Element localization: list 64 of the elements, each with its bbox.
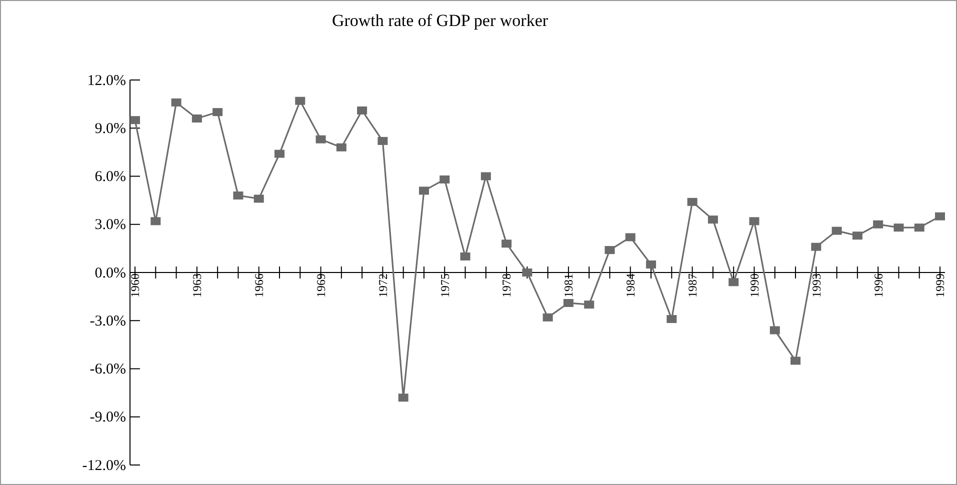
point [646,260,656,268]
point [274,150,284,158]
point [894,224,904,232]
x-tick-label: 1975 [438,274,452,298]
point [398,394,408,402]
point [563,298,574,307]
point [502,240,512,248]
point [295,96,306,105]
y-tick-label: -6.0% [90,362,126,378]
point [212,108,223,116]
point [378,136,388,145]
y-tick-label: 9.0% [94,120,126,137]
y-tick-label: -12.0% [82,458,126,474]
x-tick-label: 1972 [376,274,390,298]
x-tick-label: 1987 [686,274,700,298]
y-tick-label: 12.0% [87,72,126,89]
point [790,356,801,365]
x-tick-label: 1981 [562,274,576,298]
point [233,192,244,200]
x-tick-label: 1978 [500,274,514,298]
point [418,186,429,195]
point [254,194,264,203]
point [150,217,161,226]
point [935,212,945,220]
point [192,114,202,122]
point [604,246,615,254]
point [440,175,450,184]
chart-title: Growth rate of GDP per worker [332,11,548,30]
y-tick-label: 0.0% [94,265,126,282]
point [687,198,698,206]
x-tick-label: 1984 [624,274,638,298]
point [522,268,532,276]
x-tick-label: 1963 [190,274,204,298]
point [811,242,822,251]
point [584,300,594,309]
x-tick-label: 1960 [128,274,142,298]
x-tick-label: 1993 [809,274,824,298]
point [336,143,346,152]
y-tick-label: -9.0% [90,410,126,426]
point [460,252,470,260]
y-tick-label: 3.0% [94,217,126,234]
point [852,232,862,240]
point [171,98,182,106]
point [873,220,884,228]
x-tick-label: 1999 [933,274,948,298]
point [770,326,780,334]
point [914,224,924,232]
point [357,106,368,114]
point [316,135,326,144]
point [666,315,677,324]
y-tick-label: -3.0% [90,313,126,330]
x-tick-label: 1996 [871,274,886,298]
point [832,226,842,235]
x-tick-label: 1990 [747,274,762,298]
point [749,217,760,226]
x-tick-label: 1966 [252,274,266,298]
point [708,216,718,224]
point [542,313,553,322]
point [728,278,739,286]
point [625,233,636,242]
x-tick-label: 1969 [314,274,328,298]
point [130,116,140,124]
y-tick-label: 6.0% [94,169,126,186]
point [480,172,491,180]
